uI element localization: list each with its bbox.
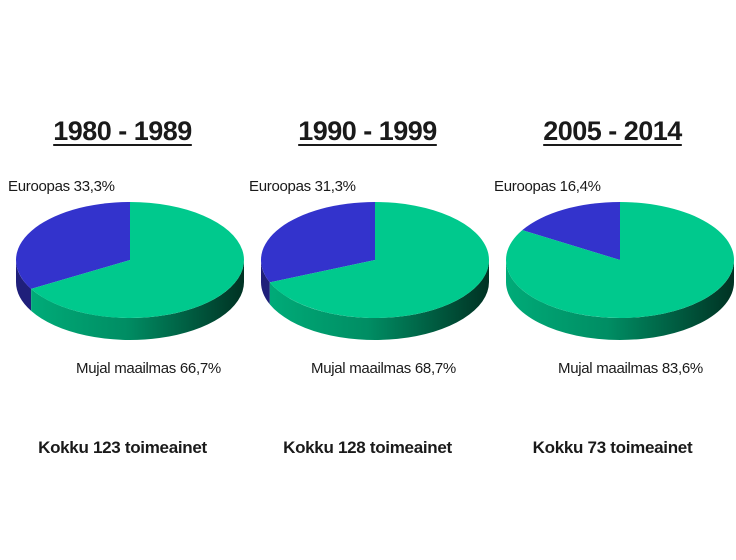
world-slice-label: Mujal maailmas 68,7% — [311, 360, 456, 377]
pie-side-world — [506, 260, 734, 340]
europe-slice-label: Euroopas 33,3% — [8, 178, 115, 195]
pie-slice-europe — [522, 202, 620, 260]
pie-side-europe — [16, 260, 32, 311]
pie-slice-world — [269, 202, 489, 318]
chart-title: 1980 - 1989 — [53, 116, 192, 146]
pie-chart — [15, 202, 244, 340]
pie-side-world — [269, 260, 489, 340]
pie-slice-world — [506, 202, 734, 318]
chart-title: 2005 - 2014 — [543, 116, 682, 146]
world-slice-label: Mujal maailmas 83,6% — [558, 360, 703, 377]
pie-slice-europe — [15, 202, 130, 289]
pie-slice-world — [31, 202, 244, 318]
chart-panel-1980-1989: 1980 - 1989 Euroopas 33,3% Mujal maailma… — [0, 0, 245, 560]
total-count: Kokku 128 toimeainet — [283, 438, 452, 457]
europe-slice-label: Euroopas 31,3% — [249, 178, 356, 195]
pie-chart — [506, 202, 734, 340]
pie-side-world — [31, 260, 244, 340]
pie-side-europe — [261, 260, 270, 305]
chart-panel-1990-1999: 1990 - 1999 Euroopas 31,3% Mujal maailma… — [245, 0, 490, 560]
total-count: Kokku 123 toimeainet — [38, 438, 207, 457]
world-slice-label: Mujal maailmas 66,7% — [76, 360, 221, 377]
chart-panel-2005-2014: 2005 - 2014 Euroopas 16,4% Mujal maailma… — [490, 0, 735, 560]
chart-title: 1990 - 1999 — [298, 116, 437, 146]
pie-slice-europe — [261, 202, 375, 283]
europe-slice-label: Euroopas 16,4% — [494, 178, 601, 195]
pie-chart — [261, 202, 489, 340]
total-count: Kokku 73 toimeainet — [532, 438, 693, 457]
